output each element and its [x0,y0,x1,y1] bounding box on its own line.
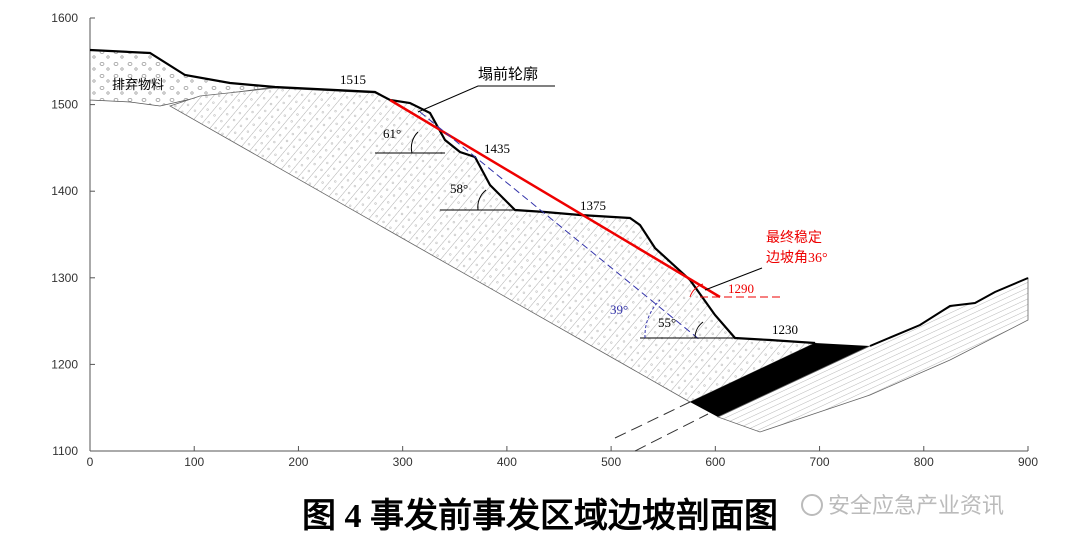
label: 1515 [340,72,366,87]
angle-arc [689,283,704,298]
x-tick-label: 0 [87,455,94,469]
x-tick-label: 900 [1018,455,1038,469]
watermark: 安全应急产业资讯 [828,494,1004,519]
right-ground [869,277,1029,347]
angle-arc [644,299,661,339]
slope-body [169,87,817,403]
angle-arc [410,131,419,154]
angle-arc [477,189,487,211]
y-tick-label: 1600 [51,11,78,25]
y-tick-label: 1200 [51,357,78,371]
label: 39° [610,302,628,317]
label: 1375 [580,198,606,213]
label: 58° [450,181,468,196]
y-tick-label: 1400 [51,184,78,198]
label: 61° [383,126,401,141]
x-tick-label: 400 [497,455,517,469]
y-tick-label: 1300 [51,271,78,285]
watermark-icon [801,494,823,516]
y-tick-label: 1100 [52,444,78,458]
label: 55° [658,315,676,330]
label: 排弃物料 [112,77,164,92]
label: 最终稳定 [766,230,822,246]
weak-layer [690,343,870,417]
x-tick-label: 700 [810,455,830,469]
ticks: 0 100 200 300 400 500 600 700 800 900 1100 1200 1300… [51,11,1038,469]
angle-arc [694,321,704,339]
dash-line [614,401,691,439]
x-tick-label: 200 [288,455,308,469]
label: 1230 [772,322,798,337]
x-tick-label: 100 [184,455,204,469]
slope-39-line [419,111,701,341]
x-tick-label: 300 [393,455,413,469]
x-tick-label: 500 [601,455,621,469]
final-slope-line [389,98,721,299]
label: 1290 [728,281,754,296]
label: 边坡角36° [766,250,828,266]
label: 1435 [484,141,510,156]
dash-line [634,413,709,452]
y-tick-label: 1500 [51,98,78,112]
caption: 图 4 事发前事发区域边坡剖面图 [302,497,778,535]
profile-line [89,48,816,345]
leader [704,267,763,291]
x-tick-label: 800 [914,455,934,469]
x-tick-label: 600 [705,455,725,469]
label: 塌前轮廓 [478,66,538,83]
leader [417,85,555,113]
